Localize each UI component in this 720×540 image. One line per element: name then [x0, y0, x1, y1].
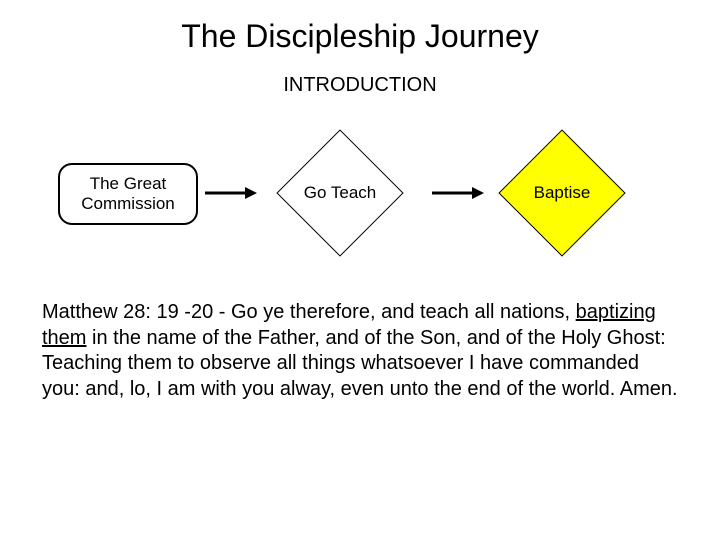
node-label: The GreatCommission [81, 174, 175, 213]
scripture-paragraph: Matthew 28: 19 -20 - Go ye therefore, an… [42, 300, 682, 402]
scripture-lead: - Go ye therefore, and teach all nations… [213, 301, 575, 323]
node-label: Go Teach [304, 183, 376, 203]
scripture-ref: Matthew 28: 19 -20 [42, 301, 213, 323]
arrow-icon [432, 185, 484, 201]
node-go-teach: Go Teach [256, 145, 424, 241]
page-subtitle: INTRODUCTION [0, 74, 720, 97]
node-baptise: Baptise [478, 145, 646, 241]
scripture-rest: in the name of the Father, and of the So… [42, 327, 678, 400]
arrow-icon [205, 185, 257, 201]
page-title: The Discipleship Journey [0, 18, 720, 55]
node-label: Baptise [534, 183, 591, 203]
node-great-commission: The GreatCommission [58, 163, 198, 225]
flowchart: The GreatCommission Go Teach Baptise [0, 135, 720, 265]
